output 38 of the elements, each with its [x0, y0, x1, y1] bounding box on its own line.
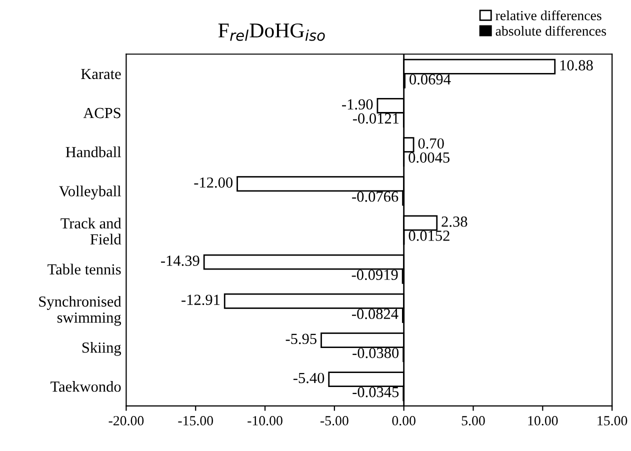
x-tick-label: -20.00	[108, 416, 144, 426]
data-label: -0.0919	[352, 270, 398, 280]
legend-label: relative differences	[496, 10, 602, 20]
data-label: -0.0380	[352, 348, 399, 358]
data-label: -12.91	[182, 294, 220, 306]
data-label: -5.95	[286, 334, 316, 344]
data-label: 0.0694	[410, 74, 451, 85]
data-label: -0.0121	[352, 113, 399, 124]
y-tick-label: Handball	[66, 146, 122, 158]
data-label: -0.0766	[352, 191, 398, 202]
y-tick-label: Track and Field	[60, 218, 122, 245]
data-label: 0.0045	[408, 152, 450, 163]
data-label: -5.40	[293, 372, 324, 384]
x-tick-label: -5.00	[320, 416, 348, 426]
y-tick-label: Karate	[81, 68, 121, 80]
x-tick-label: -10.00	[248, 416, 282, 426]
data-label: 0.0152	[408, 230, 450, 241]
x-tick-label: -15.00	[178, 416, 214, 426]
y-tick-label: Table tennis	[48, 264, 121, 275]
data-label: 0.70	[418, 138, 444, 149]
data-label: -14.39	[161, 256, 200, 266]
chart-title: F$_{rel}$DoHG$_{iso}$	[218, 23, 325, 41]
y-tick-label: Synchronised swimming	[39, 296, 122, 326]
x-tick-label: 5.00	[462, 416, 485, 426]
y-tick-label: Volleyball	[58, 186, 122, 200]
data-label: -0.0345	[352, 386, 399, 398]
data-label: -0.0824	[352, 308, 398, 320]
data-label: -1.90	[342, 99, 373, 110]
y-tick-label: ACPS	[83, 108, 120, 118]
data-label: -12.00	[194, 177, 233, 188]
legend-label: absolute differences	[496, 26, 606, 36]
y-tick-label: Taekwondo	[50, 381, 121, 392]
data-label: 10.88	[560, 60, 593, 71]
x-tick-label: 0.00	[392, 416, 416, 426]
x-tick-label: 10.00	[528, 416, 558, 426]
x-tick-label: 15.00	[598, 416, 628, 426]
data-label: 2.38	[442, 216, 468, 227]
y-tick-label: Skiing	[82, 342, 122, 356]
